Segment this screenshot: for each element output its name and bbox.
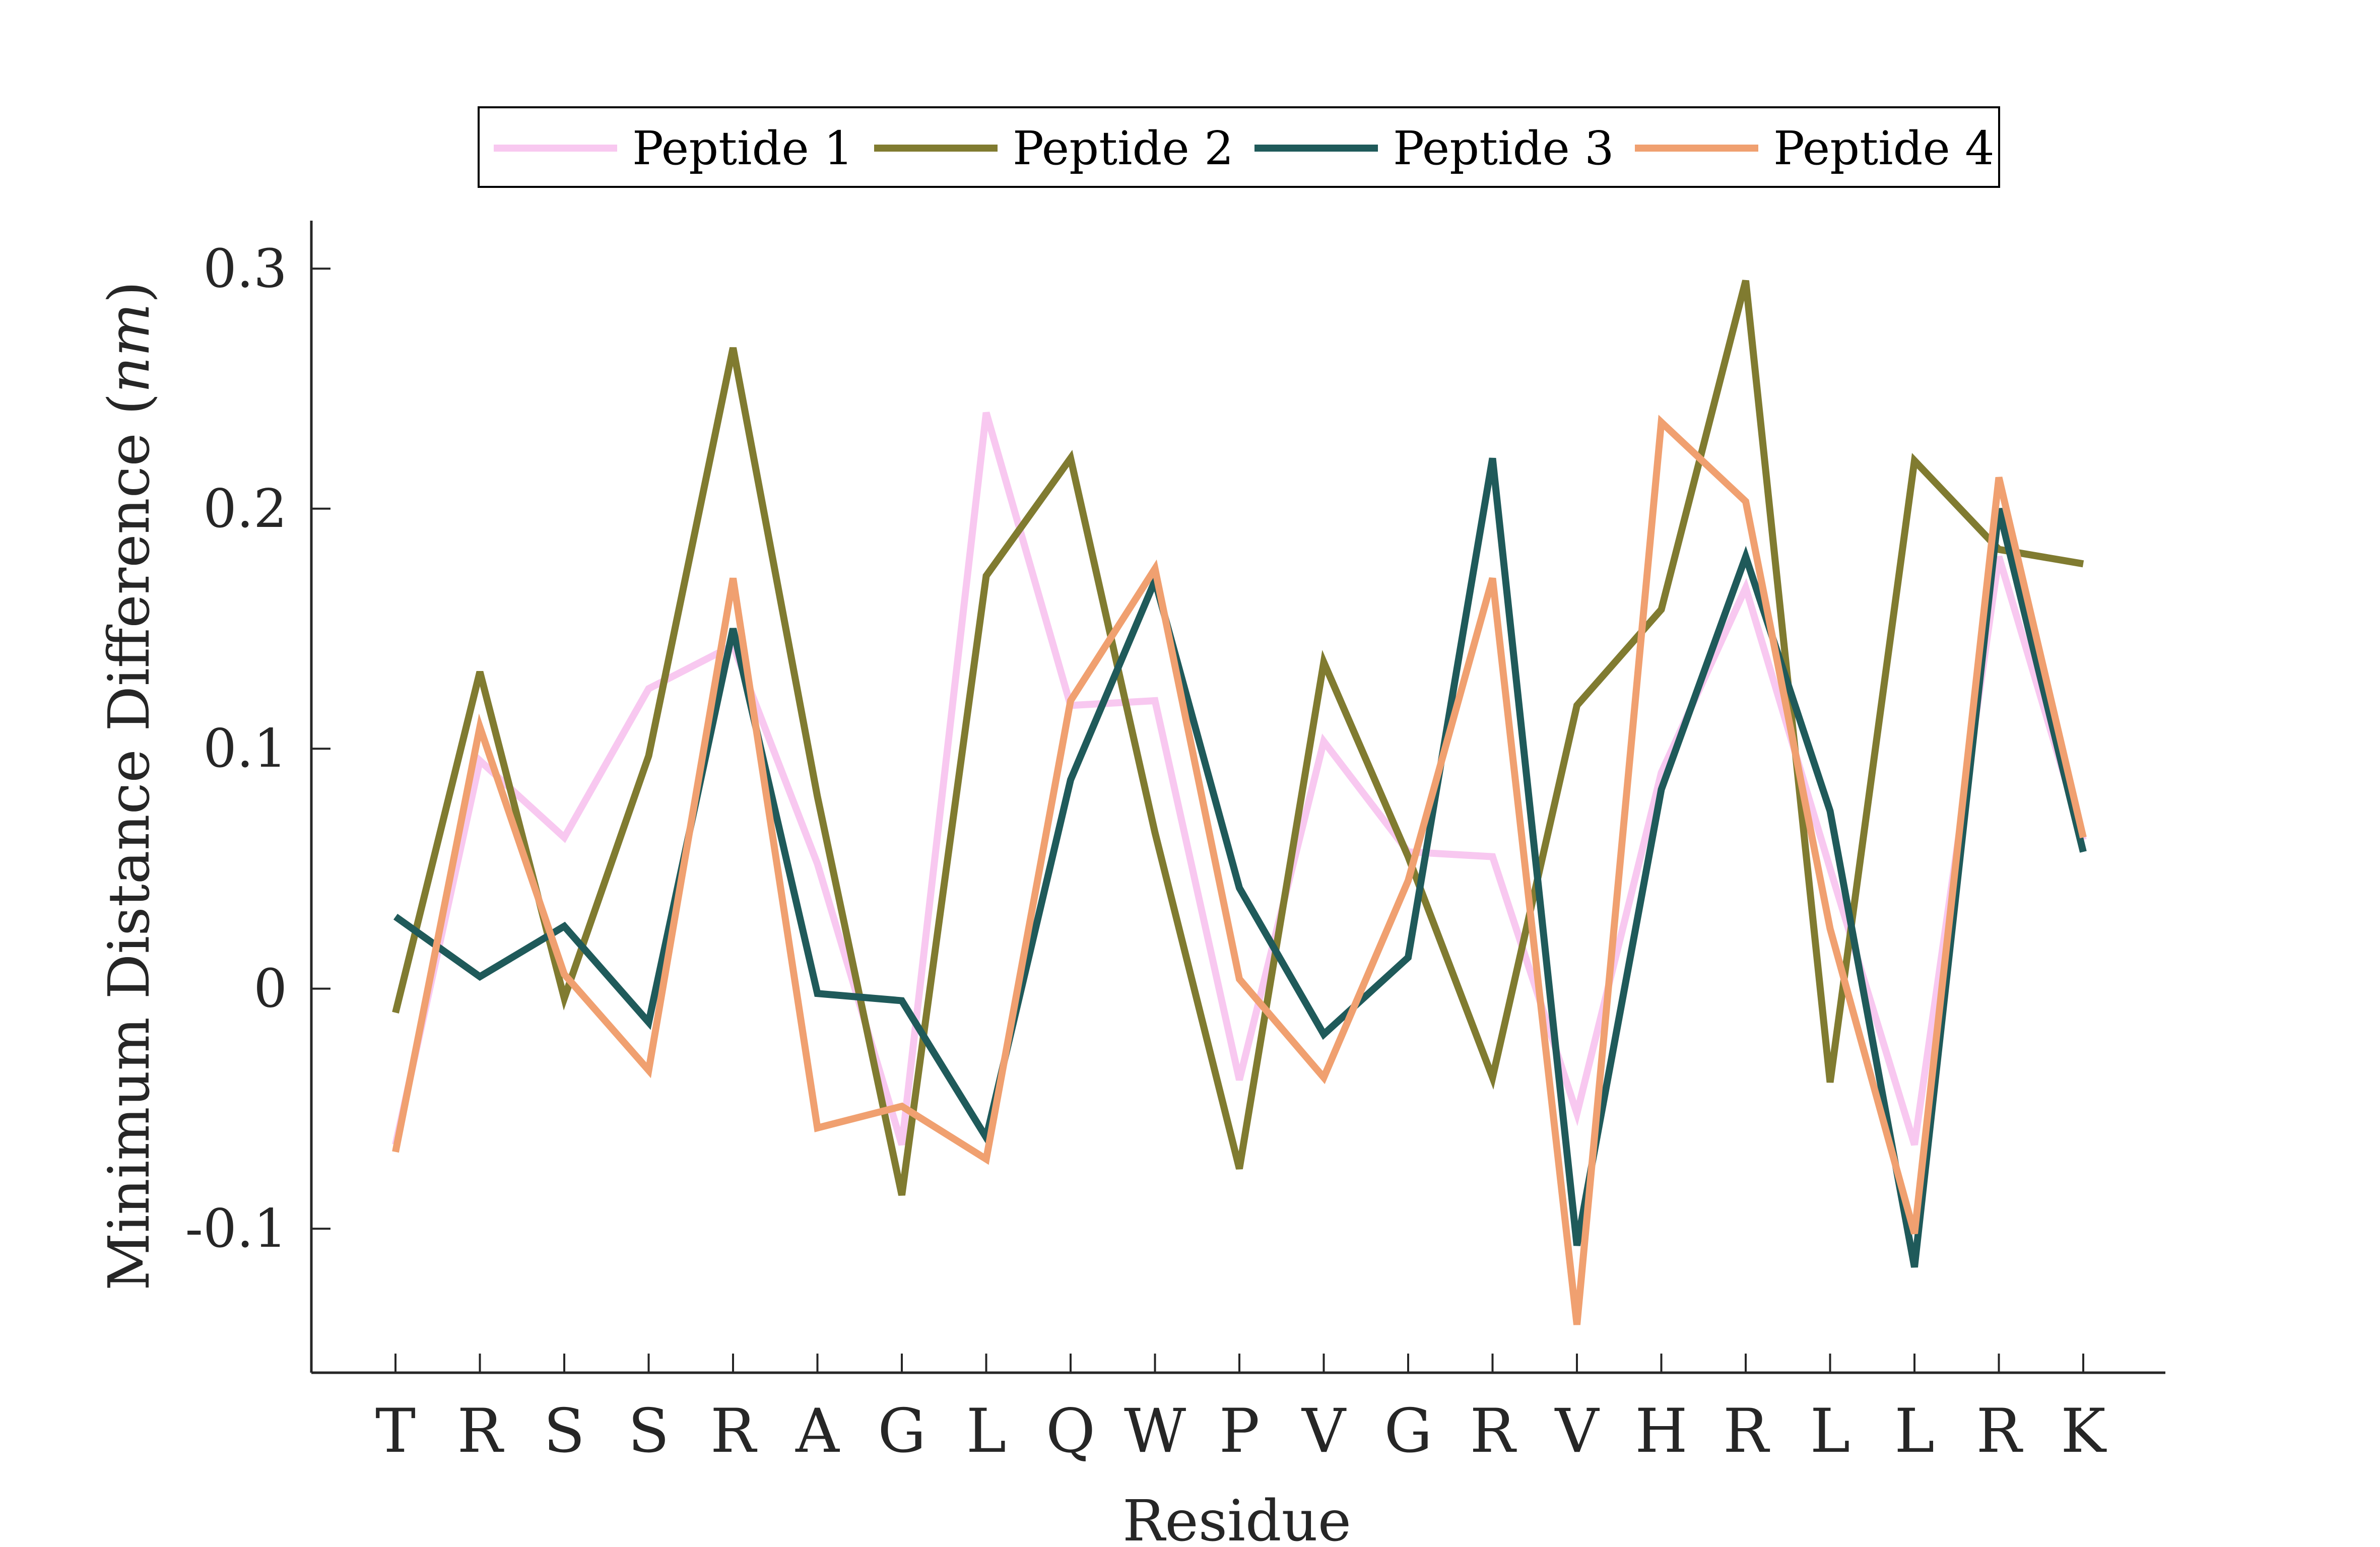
legend-label-peptide-4: Peptide 4 bbox=[1773, 121, 1995, 175]
x-tick-label: G bbox=[1384, 1396, 1432, 1466]
x-axis-title: Residue bbox=[1122, 1489, 1351, 1547]
x-tick-label: P bbox=[1219, 1396, 1260, 1466]
x-tick-label: L bbox=[1894, 1396, 1935, 1466]
y-tick-label: -0.1 bbox=[185, 1198, 287, 1259]
legend-label-peptide-1: Peptide 1 bbox=[632, 121, 853, 175]
y-tick-label: 0.1 bbox=[203, 718, 287, 779]
series-line-peptide-2 bbox=[392, 280, 2084, 1196]
legend-label-peptide-3: Peptide 3 bbox=[1393, 121, 1614, 175]
legend: Peptide 1 Peptide 2 Peptide 3 Peptide 4 bbox=[478, 106, 2000, 188]
x-tick-label: R bbox=[710, 1396, 758, 1466]
x-tick-label: R bbox=[1470, 1396, 1517, 1466]
x-tick-label: V bbox=[1554, 1396, 1600, 1466]
x-tick-label: S bbox=[544, 1396, 585, 1466]
x-tick-label: A bbox=[795, 1396, 840, 1466]
x-tick-label: V bbox=[1301, 1396, 1347, 1466]
series-line-peptide-1 bbox=[392, 412, 2087, 1146]
x-tick-label: R bbox=[1976, 1396, 2023, 1466]
x-tick-label: K bbox=[2061, 1396, 2107, 1466]
x-tick-label: Q bbox=[1046, 1396, 1095, 1466]
y-tick-label: 0 bbox=[253, 958, 287, 1020]
x-tick-label: R bbox=[457, 1396, 504, 1466]
y-ticks: -0.1 0 0.1 0.2 0.3 bbox=[185, 238, 330, 1259]
x-tick-label: W bbox=[1124, 1396, 1186, 1466]
x-tick-label: G bbox=[878, 1396, 926, 1466]
x-tick-label: L bbox=[966, 1396, 1007, 1466]
x-tick-label: R bbox=[1723, 1396, 1770, 1466]
y-axis-title-main: Minimum Distance Difference ( bbox=[97, 393, 162, 1291]
y-axis-title: Minimum Distance Difference (nm) bbox=[97, 281, 162, 1291]
x-tick-label: H bbox=[1635, 1396, 1688, 1466]
series-line-peptide-4 bbox=[392, 415, 2087, 1325]
legend-label-peptide-2: Peptide 2 bbox=[1013, 121, 1234, 175]
x-tick-label: S bbox=[628, 1396, 669, 1466]
y-tick-label: 0.3 bbox=[203, 238, 287, 299]
y-axis-title-unit: nm bbox=[97, 303, 162, 393]
y-axis-title-close: ) bbox=[97, 281, 162, 303]
x-tick-label: T bbox=[375, 1396, 416, 1466]
y-tick-label: 0.2 bbox=[203, 478, 287, 540]
x-tick-label: L bbox=[1810, 1396, 1850, 1466]
series-group bbox=[392, 280, 2087, 1325]
